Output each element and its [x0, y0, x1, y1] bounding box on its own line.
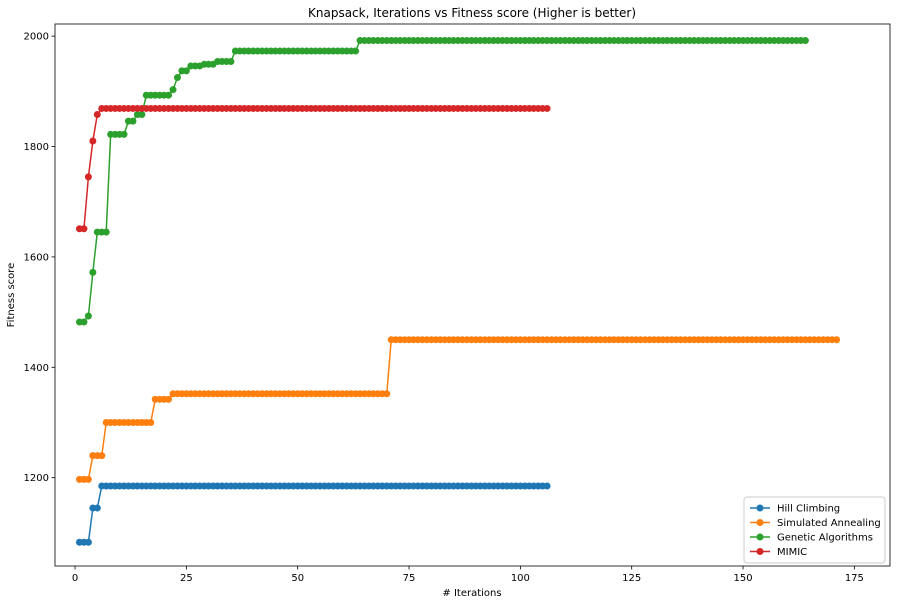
- legend-label: Simulated Annealing: [777, 518, 881, 529]
- data-point: [80, 318, 88, 326]
- legend-label: MIMIC: [777, 547, 807, 558]
- data-point: [84, 312, 92, 320]
- data-point: [165, 395, 173, 403]
- data-point: [102, 228, 110, 236]
- series-hill-climbing: [75, 482, 551, 546]
- y-tick-label: 1600: [24, 252, 49, 263]
- series-genetic-algorithms: [75, 37, 809, 326]
- data-point: [84, 538, 92, 546]
- data-point: [89, 268, 97, 276]
- data-point: [80, 225, 88, 233]
- x-tick-label: 50: [291, 573, 304, 584]
- data-point: [93, 504, 101, 512]
- data-point: [120, 130, 128, 138]
- x-tick-label: 100: [511, 573, 530, 584]
- legend-swatch-marker: [756, 519, 764, 526]
- series-mimic: [75, 104, 551, 233]
- x-tick-label: 125: [622, 573, 641, 584]
- data-point: [84, 475, 92, 483]
- data-point: [833, 336, 841, 344]
- x-tick-label: 175: [845, 573, 864, 584]
- legend-entry: Hill Climbing: [750, 504, 840, 515]
- data-point: [84, 173, 92, 181]
- series-line: [79, 39, 806, 323]
- data-point: [801, 37, 809, 45]
- x-tick-label: 75: [403, 573, 416, 584]
- x-axis-label: # Iterations: [442, 588, 501, 599]
- data-point: [129, 117, 137, 125]
- series-line: [79, 107, 548, 230]
- series-line: [79, 338, 837, 481]
- series-simulated-annealing: [75, 336, 841, 483]
- x-tick-label: 0: [72, 573, 78, 584]
- legend-swatch-marker: [756, 504, 764, 512]
- x-tick-label: 150: [733, 573, 752, 584]
- data-point: [543, 104, 551, 112]
- data-point: [138, 111, 146, 119]
- legend-swatch-marker: [756, 533, 764, 541]
- y-axis-label: Fitness score: [6, 263, 17, 328]
- legend-label: Genetic Algorithms: [777, 533, 873, 544]
- data-point: [147, 419, 155, 426]
- legend-entry: MIMIC: [750, 547, 807, 558]
- data-point: [543, 482, 551, 490]
- axes: 0 25 50 75 100 125 150 175 1200 1400 1600 1800 2000: [24, 23, 891, 584]
- data-point: [173, 74, 181, 82]
- legend-label: Hill Climbing: [777, 504, 840, 515]
- data-point: [182, 67, 190, 75]
- y-tick-label: 1400: [24, 363, 49, 374]
- y-tick-label: 2000: [24, 32, 49, 43]
- legend-entry: Simulated Annealing: [750, 518, 881, 529]
- x-tick-label: 25: [180, 573, 193, 584]
- data-point: [165, 91, 173, 99]
- series-line: [79, 485, 548, 544]
- data-point: [89, 137, 97, 145]
- legend: Hill Climbing Simulated Annealing Genetic …: [743, 496, 886, 564]
- data-point: [383, 390, 391, 398]
- data-point: [352, 47, 360, 55]
- legend-box: [743, 496, 886, 564]
- plot-area: [75, 37, 841, 546]
- legend-entry: Genetic Algorithms: [750, 533, 873, 544]
- y-tick-label: 1200: [24, 473, 49, 484]
- axes-frame: [54, 23, 891, 567]
- legend-swatch-marker: [756, 548, 764, 555]
- data-point: [98, 452, 106, 460]
- chart-title: Knapsack, Iterations vs Fitness score (H…: [308, 6, 636, 20]
- y-tick-label: 1800: [24, 142, 49, 153]
- data-point: [169, 86, 177, 94]
- data-point: [227, 58, 235, 66]
- data-point: [93, 111, 101, 119]
